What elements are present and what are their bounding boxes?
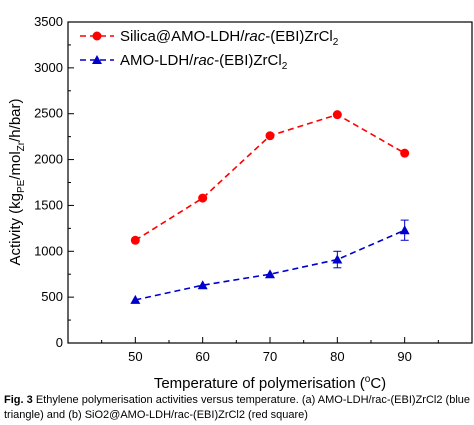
data-point-triangle [265, 269, 275, 279]
legend-2-part-2: rac [193, 52, 214, 69]
x-axis-label-tail: C) [370, 375, 386, 392]
x-tick-label: 70 [263, 349, 277, 364]
y-axis-ticks: 0 500 1000 1500 2000 2500 3000 3500 [34, 14, 74, 350]
legend-label-series-1: Silica@AMO-LDH/rac-(EBI)ZrCl2 [120, 28, 339, 48]
x-axis-ticks: 50 60 70 80 90 [101, 337, 439, 364]
data-point-circle [332, 110, 342, 120]
legend-1-part-1: Silica@AMO-LDH/ [120, 28, 245, 45]
legend-2-part-4: 2 [282, 61, 288, 72]
legend-label-series-2: AMO-LDH/rac-(EBI)ZrCl2 [120, 52, 288, 72]
x-tick-label: 50 [128, 349, 142, 364]
y-tick-label: 3500 [34, 14, 63, 29]
data-point-circle [130, 235, 140, 245]
legend-1-part-3: -(EBI)ZrCl [265, 28, 333, 45]
y-axis-label: Activity (kgPE/molZr/h/bar) [7, 98, 27, 265]
figure-caption: Fig. 3 Ethylene polymerisation activitie… [4, 393, 470, 425]
legend: Silica@AMO-LDH/rac-(EBI)ZrCl2 AMO-LDH/ra… [80, 28, 339, 72]
data-point-circle [400, 148, 410, 158]
y-tick-label: 500 [41, 289, 63, 304]
x-tick-label: 60 [195, 349, 209, 364]
y-axis-label-part-2: /mol [7, 151, 24, 179]
caption-fig-label: Fig. [4, 394, 24, 406]
y-axis-label-part-1: Activity (kg [7, 193, 24, 266]
data-point-triangle [130, 294, 141, 304]
y-tick-label: 1000 [34, 243, 63, 258]
x-axis-label-main: Temperature of polymerisation ( [154, 375, 365, 392]
caption-text: Ethylene polymerisation activities versu… [4, 394, 470, 421]
y-axis-label-sub-pe: PE [16, 179, 27, 193]
x-tick-label: 80 [330, 349, 344, 364]
y-tick-label: 0 [56, 335, 63, 350]
legend-marker-circle [92, 31, 102, 41]
y-tick-label: 3000 [34, 60, 63, 75]
legend-marker-triangle [92, 55, 102, 64]
data-point-circle [265, 131, 275, 141]
series-line-2 [135, 229, 405, 301]
y-tick-label: 1500 [34, 197, 63, 212]
y-axis-label-part-3: /h/bar) [7, 98, 24, 141]
caption-fig-number: 3 [26, 394, 33, 406]
data-point-circle [198, 193, 208, 203]
data-point-triangle [399, 225, 410, 235]
x-axis-label: Temperature of polymerisation (oC) [154, 374, 386, 392]
legend-2-part-3: -(EBI)ZrCl [214, 52, 282, 69]
data-point-triangle [332, 254, 343, 264]
y-axis-label-sub-zr: Zr [16, 141, 27, 151]
series-layer [130, 110, 410, 304]
y-tick-label: 2500 [34, 106, 63, 121]
legend-1-part-2: rac [244, 28, 265, 45]
plot-frame [67, 21, 473, 344]
x-tick-label: 90 [397, 349, 411, 364]
legend-1-part-4: 2 [333, 37, 339, 48]
data-point-triangle [197, 280, 208, 290]
y-tick-label: 2000 [34, 152, 63, 167]
legend-2-part-1: AMO-LDH/ [120, 52, 194, 69]
x-axis-label-sup: o [365, 374, 371, 385]
